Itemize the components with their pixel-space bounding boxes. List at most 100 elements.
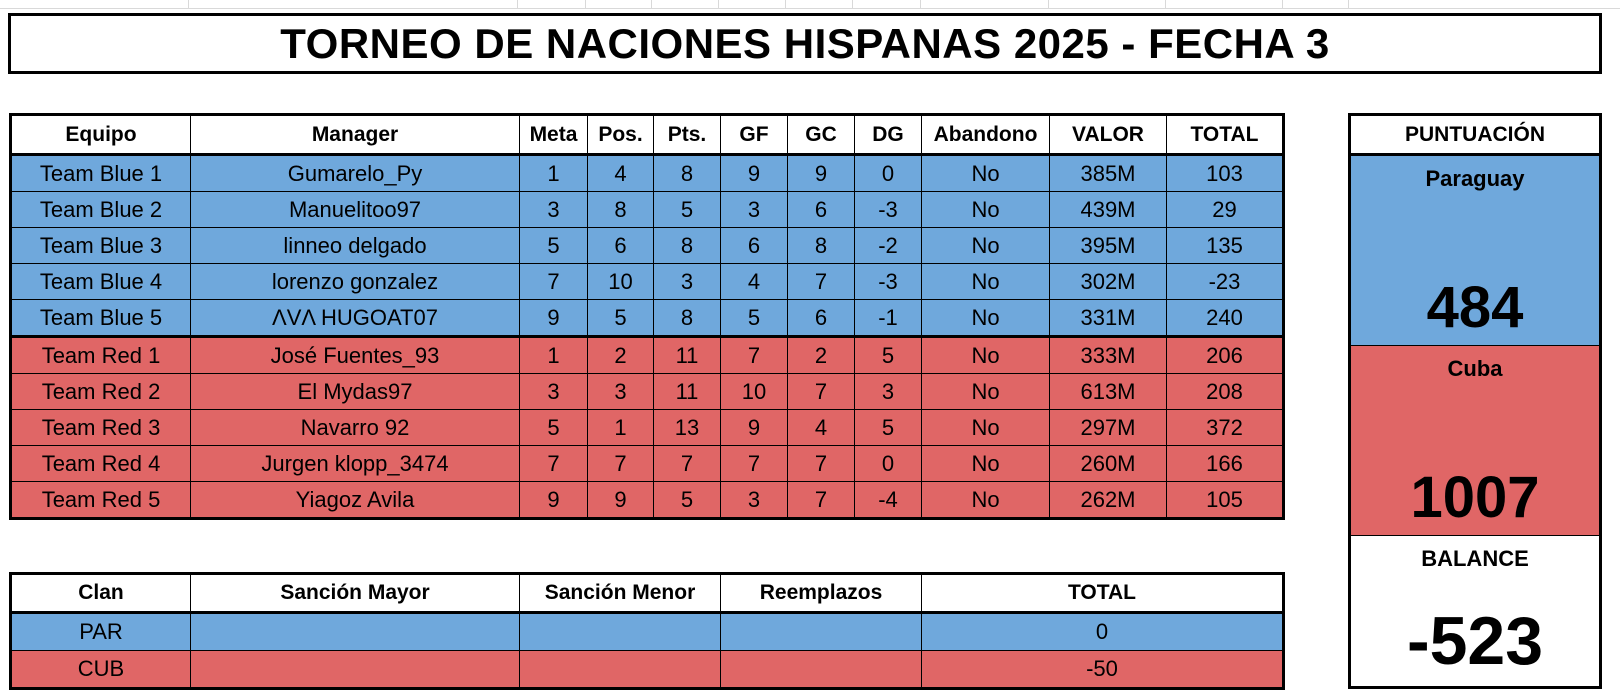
table-cell: 439M: [1049, 191, 1167, 228]
table-cell: -2: [854, 227, 922, 264]
standings-table: Equipo Manager Meta Pos. Pts. GF GC DG Abandono V…: [9, 113, 1285, 520]
table-cell: 9: [519, 299, 588, 337]
table-cell: 8: [653, 299, 721, 337]
column-header: TOTAL: [1166, 114, 1284, 155]
penalties-header-row: Clan Sanción Mayor Sanción Menor Reemplazos…: [10, 573, 1284, 613]
table-cell: Yiagoz Avila: [190, 481, 520, 519]
table-cell: 7: [787, 481, 855, 519]
score-team-points: 1007: [1410, 465, 1540, 530]
table-cell: [519, 650, 721, 689]
table-cell: Team Red 1: [10, 335, 191, 374]
table-cell: 4: [787, 409, 855, 446]
table-cell: 5: [587, 299, 654, 337]
table-cell: -3: [854, 191, 922, 228]
table-cell: 6: [587, 227, 654, 264]
table-cell: 135: [1166, 227, 1284, 264]
table-cell: Team Red 3: [10, 409, 191, 446]
table-cell: José Fuentes_93: [190, 335, 520, 374]
table-row: Team Blue 5 ΛVΛ HUGOAT07 9 5 8 5 6 -1 No 331M 240: [10, 299, 1284, 337]
table-cell: 11: [653, 373, 721, 410]
table-cell: lorenzo gonzalez: [190, 263, 520, 300]
table-cell: [720, 650, 922, 689]
table-cell: 7: [519, 445, 588, 482]
table-cell: 208: [1166, 373, 1284, 410]
table-cell: 7: [787, 373, 855, 410]
table-cell: 5: [653, 191, 721, 228]
column-header: Sanción Menor: [519, 573, 721, 613]
table-cell: 4: [587, 154, 654, 192]
table-cell: 103: [1166, 154, 1284, 192]
table-cell: 1: [519, 154, 588, 192]
table-cell: 8: [787, 227, 855, 264]
column-header: Abandono: [921, 114, 1050, 155]
column-header: Manager: [190, 114, 520, 155]
table-cell: [190, 650, 520, 689]
table-cell: 2: [587, 335, 654, 374]
table-cell: 297M: [1049, 409, 1167, 446]
table-cell: Team Blue 1: [10, 154, 191, 192]
column-header: TOTAL: [921, 573, 1284, 613]
table-row: Team Blue 1 Gumarelo_Py 1 4 8 9 9 0 No 385M 103: [10, 154, 1284, 192]
table-cell: 1: [587, 409, 654, 446]
sheet-gridlines: [0, 0, 1620, 9]
table-cell: 9: [787, 154, 855, 192]
table-cell: Gumarelo_Py: [190, 154, 520, 192]
table-cell: [190, 612, 520, 651]
table-cell: 302M: [1049, 263, 1167, 300]
table-row: Team Red 2 El Mydas97 3 3 11 10 7 3 No 613M 208: [10, 373, 1284, 410]
table-cell: Team Blue 2: [10, 191, 191, 228]
table-cell: -3: [854, 263, 922, 300]
table-row: Team Red 5 Yiagoz Avila 9 9 5 3 7 -4 No 262M 105: [10, 481, 1284, 519]
score-team-cuba: Cuba 1007: [1351, 346, 1599, 536]
table-cell: 385M: [1049, 154, 1167, 192]
column-header: Clan: [10, 573, 191, 613]
score-team-points: 484: [1426, 275, 1524, 340]
table-cell: 3: [720, 191, 788, 228]
table-cell: Team Blue 5: [10, 299, 191, 337]
table-cell: 6: [720, 227, 788, 264]
table-cell: No: [921, 227, 1050, 264]
column-header: DG: [854, 114, 922, 155]
table-cell: 5: [854, 409, 922, 446]
table-cell: 2: [787, 335, 855, 374]
table-row: PAR 0: [10, 612, 1284, 651]
table-cell: 5: [720, 299, 788, 337]
score-panel: PUNTUACIÓN Paraguay 484 Cuba 1007 BALANC…: [1348, 113, 1602, 689]
table-cell: 395M: [1049, 227, 1167, 264]
table-cell: 3: [653, 263, 721, 300]
table-cell: 10: [587, 263, 654, 300]
table-cell: 206: [1166, 335, 1284, 374]
balance-label: BALANCE: [1421, 546, 1529, 571]
table-cell: ΛVΛ HUGOAT07: [190, 299, 520, 337]
table-row: CUB -50: [10, 650, 1284, 689]
table-cell: 9: [720, 409, 788, 446]
table-cell: 7: [787, 445, 855, 482]
column-header: Meta: [519, 114, 588, 155]
table-row: Team Red 3 Navarro 92 5 1 13 9 4 5 No 297M 372: [10, 409, 1284, 446]
table-row: Team Blue 4 lorenzo gonzalez 7 10 3 4 7 -3 No 302…: [10, 263, 1284, 300]
table-cell: 7: [720, 335, 788, 374]
table-cell: 166: [1166, 445, 1284, 482]
table-cell: 3: [854, 373, 922, 410]
table-cell: 6: [787, 299, 855, 337]
table-cell: No: [921, 154, 1050, 192]
table-cell: 9: [720, 154, 788, 192]
table-cell: 5: [854, 335, 922, 374]
table-cell: 8: [587, 191, 654, 228]
table-cell: -1: [854, 299, 922, 337]
table-cell: Team Red 5: [10, 481, 191, 519]
table-cell: No: [921, 445, 1050, 482]
table-cell: 333M: [1049, 335, 1167, 374]
table-cell: Manuelitoo97: [190, 191, 520, 228]
table-cell: No: [921, 373, 1050, 410]
table-cell: 9: [587, 481, 654, 519]
table-cell: 262M: [1049, 481, 1167, 519]
column-header: GF: [720, 114, 788, 155]
table-cell: Navarro 92: [190, 409, 520, 446]
table-cell: 3: [519, 191, 588, 228]
table-cell: 8: [653, 227, 721, 264]
column-header: Pos.: [587, 114, 654, 155]
table-cell: El Mydas97: [190, 373, 520, 410]
table-cell: No: [921, 409, 1050, 446]
table-cell: 3: [587, 373, 654, 410]
